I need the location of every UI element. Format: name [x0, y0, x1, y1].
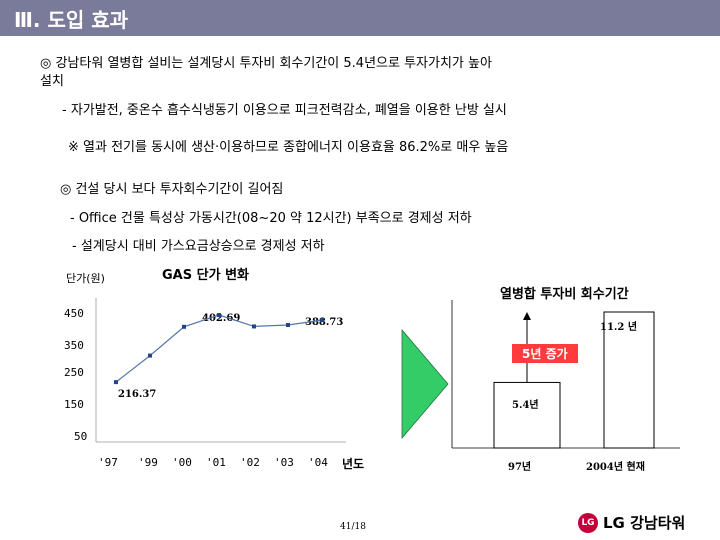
- data-point-5: [286, 323, 290, 327]
- y-tick-label: 450: [64, 307, 84, 320]
- bar-category-label: 2004년 현재: [586, 462, 645, 473]
- data-point-0: [114, 380, 118, 385]
- x-axis-label: 년도: [342, 457, 365, 471]
- arrow-shape: [401, 328, 449, 440]
- data-point-4: [252, 324, 256, 329]
- page-number: 41/18: [340, 522, 366, 532]
- increase-arrow-head: [523, 312, 531, 320]
- point-1-subitem: - 자가발전, 중온수 흡수식냉동기 이용으로 피크전력감소, 폐열을 이용한 …: [62, 103, 507, 118]
- company-logo: LG LG 강남타워: [578, 512, 685, 533]
- logo-text: LG 강남타워: [603, 514, 686, 532]
- x-tick-label: '97: [98, 456, 118, 469]
- increase-annotation: 5년 증가: [512, 344, 578, 363]
- y-tick-label: 50: [74, 430, 88, 443]
- gas-price-series-line: [115, 314, 323, 383]
- x-tick-label: '00: [172, 456, 192, 469]
- bar-97: [493, 381, 561, 449]
- bar-chart-title: 열병합 투자비 회수기간: [500, 287, 629, 302]
- lg-logo-icon: LG: [578, 512, 598, 533]
- point-2: ◎ 건설 당시 보다 투자회수기간이 길어짐: [60, 182, 284, 197]
- data-label: 216.37: [118, 389, 157, 400]
- data-point-1: [148, 353, 152, 358]
- point-2-subitem-2: - 설계당시 대비 가스요금상승으로 경제성 저하: [72, 239, 325, 254]
- x-tick-label: '04: [308, 456, 328, 469]
- point-2-subitem-1: - Office 건물 특성상 가동시간(08~20 약 12시간) 부족으로 …: [70, 211, 472, 226]
- bar-value-label-97: 5.4년: [512, 400, 539, 411]
- chart-y-axis-label: 단가(원): [66, 272, 105, 285]
- data-label: 388.73: [305, 317, 344, 328]
- data-label: 402.69: [202, 313, 241, 324]
- data-point-2: [182, 324, 186, 329]
- bar-value-label-2004: 11.2 년: [600, 322, 638, 333]
- y-tick-label: 350: [64, 339, 84, 352]
- x-tick-label: '03: [274, 456, 294, 469]
- x-tick-label: '01: [206, 456, 226, 469]
- point-1: ◎ 강남타워 열병합 설비는 설계당시 투자비 회수기간이 5.4년으로 투자가…: [40, 56, 492, 71]
- page-title: Ⅲ. 도입 효과: [14, 8, 129, 32]
- bar-category-label: 97년: [508, 462, 532, 473]
- y-tick-label: 250: [64, 366, 84, 379]
- chart-title: GAS 단가 변화: [162, 268, 249, 283]
- header-bar: Ⅲ. 도입 효과: [0, 0, 720, 36]
- point-1-continued: 설치: [40, 74, 64, 89]
- efficiency-note: ※ 열과 전기를 동시에 생산·이용하므로 종합에너지 이용효율 86.2%로 …: [68, 140, 509, 155]
- x-tick-label: '02: [240, 456, 260, 469]
- y-tick-label: 150: [64, 398, 84, 411]
- x-tick-label: '99: [138, 456, 158, 469]
